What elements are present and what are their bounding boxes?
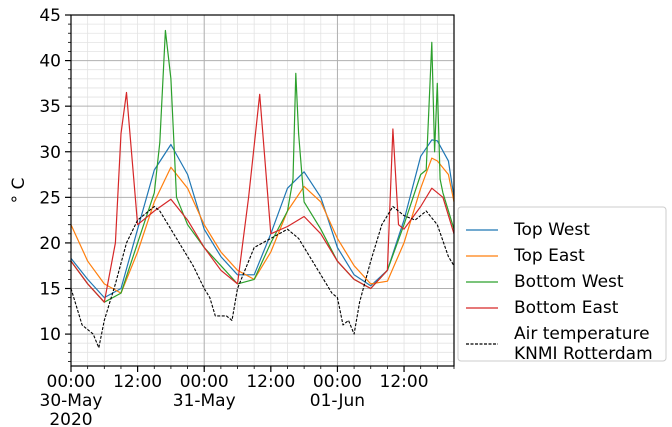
series-line-2 [70, 29, 455, 303]
x-tick-label: 2020 [49, 410, 92, 427]
series-line-0 [70, 139, 455, 299]
legend-label: Top East [513, 246, 585, 266]
y-tick-label: 20 [39, 234, 61, 254]
x-tick-label: 01-Jun [310, 391, 365, 411]
y-tick-label: 10 [39, 325, 61, 345]
legend-label: KNMI Rotterdam [514, 344, 653, 364]
x-tick-label: 00:00 [180, 372, 229, 392]
x-tick-label: 12:00 [380, 372, 429, 392]
y-tick-label: 45 [39, 6, 61, 26]
y-tick-label: 35 [39, 97, 61, 117]
x-tick-label: 00:00 [47, 372, 96, 392]
minor-grid [70, 15, 455, 366]
y-axis-title: ° C [9, 178, 29, 204]
legend-label: Bottom West [514, 272, 624, 292]
x-tick-label: 30-May [40, 391, 103, 411]
y-tick-label: 40 [39, 52, 61, 72]
x-tick-label: 31-May [173, 391, 236, 411]
plot-frame [70, 14, 455, 367]
legend-box [457, 206, 667, 362]
series-line-3 [70, 91, 455, 303]
x-tick-label: 12:00 [113, 372, 162, 392]
series-line-4 [70, 205, 455, 349]
x-tick-label: 00:00 [313, 372, 362, 392]
legend-label: Bottom East [514, 298, 619, 318]
x-tick-label: 12:00 [246, 372, 295, 392]
y-tick-label: 15 [39, 280, 61, 300]
legend-label: Top West [513, 220, 590, 240]
legend: Top West Top East Bottom West Bottom East Ai… [457, 206, 667, 364]
legend-label: Air temperature [514, 324, 650, 344]
series-lines [70, 29, 455, 349]
y-axis-label: ° C [9, 178, 29, 204]
series-line-1 [70, 157, 455, 294]
y-tick-label: 25 [39, 188, 61, 208]
y-tick-label: 30 [39, 143, 61, 163]
